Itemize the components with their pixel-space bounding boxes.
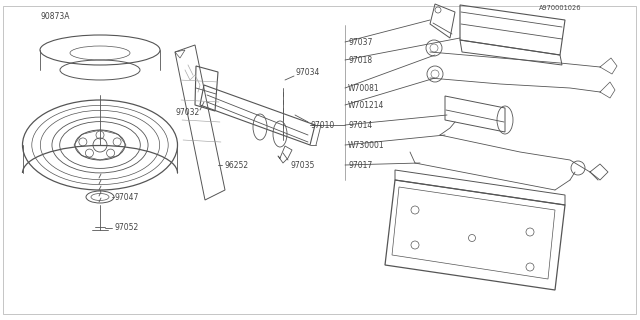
Text: 97017: 97017 (348, 161, 372, 170)
Text: W701214: W701214 (348, 100, 385, 109)
Text: 97032: 97032 (175, 108, 199, 116)
Text: 96252: 96252 (224, 161, 248, 170)
Text: 97035: 97035 (290, 161, 314, 170)
Text: 97052: 97052 (114, 223, 138, 233)
Text: 90873A: 90873A (40, 12, 70, 20)
Text: 97034: 97034 (295, 68, 319, 76)
Text: 97037: 97037 (348, 37, 372, 46)
Text: W70081: W70081 (348, 84, 380, 92)
Text: 97010: 97010 (310, 121, 334, 130)
Text: W730001: W730001 (348, 140, 385, 149)
Text: 97018: 97018 (348, 55, 372, 65)
Text: 97047: 97047 (114, 193, 138, 202)
Text: 97014: 97014 (348, 121, 372, 130)
Text: A970001026: A970001026 (539, 5, 581, 11)
